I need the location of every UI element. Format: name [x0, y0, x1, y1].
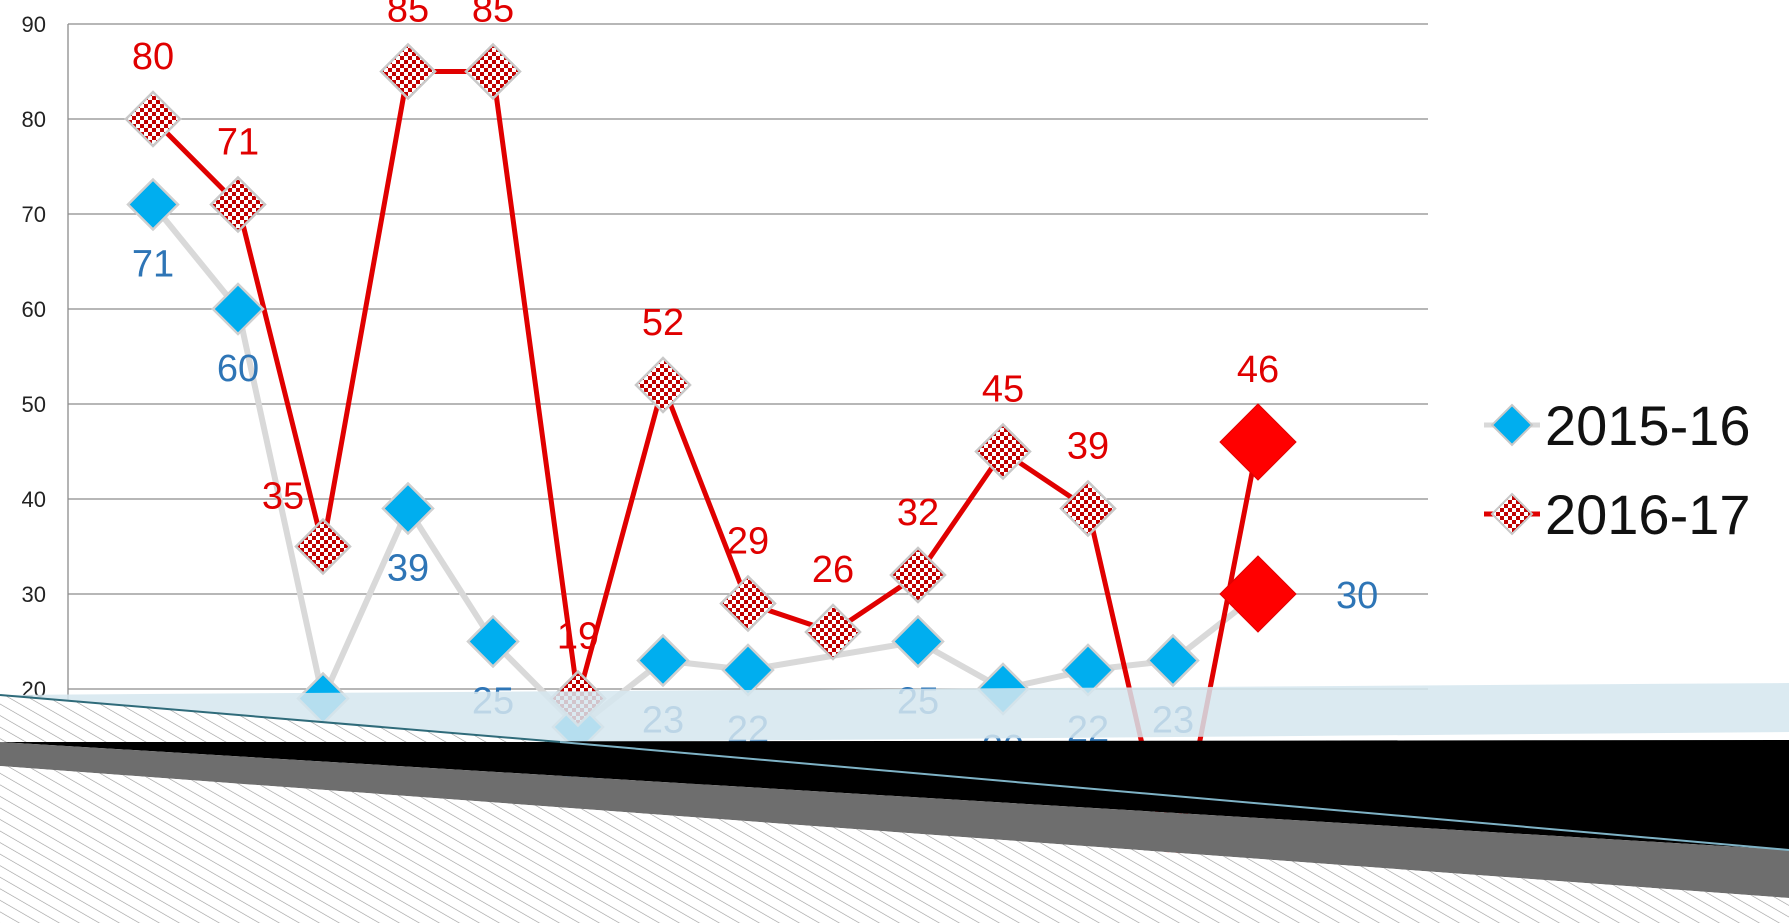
series-2015-16-point — [381, 481, 435, 536]
hatched-band-lower — [0, 766, 1789, 923]
y-tick-label: 30 — [22, 582, 46, 607]
series-2016-17-data-label: 45 — [982, 369, 1024, 411]
y-tick-label: 90 — [22, 12, 46, 37]
series-2016-17-data-label: 26 — [812, 549, 854, 591]
y-tick-label: 50 — [22, 392, 46, 417]
series-2016-17-point — [1219, 403, 1297, 481]
series-2015-16-point — [466, 614, 520, 669]
series-2016-17-point — [294, 517, 352, 576]
series-2016-17-data-label: 85 — [387, 0, 429, 31]
series-2015-16-point — [1061, 643, 1115, 697]
series-2016-17-point — [719, 574, 777, 633]
series-2015-16-data-label: 60 — [217, 348, 259, 390]
series-2016-17-data-label: 71 — [217, 122, 259, 164]
series-2015-16-data-label: 39 — [387, 548, 429, 590]
series-2016-17-point — [209, 175, 267, 234]
series-2016-17-data-label: 85 — [472, 0, 514, 31]
series-2015-16-data-label: 30 — [1336, 575, 1378, 617]
series-2015-16-point — [1146, 633, 1200, 688]
black-band — [0, 740, 1789, 850]
series-2015-16-point — [126, 177, 180, 232]
band-edge — [0, 694, 561, 743]
dark-gray-band — [0, 742, 1789, 898]
legend-label: 2016-17 — [1545, 483, 1751, 546]
series-2016-17-point — [634, 356, 692, 414]
series-2015-16-point — [891, 614, 945, 669]
series-2016-17-data-label: 46 — [1237, 349, 1279, 391]
legend-item-2016-17: 2016-17 — [1484, 483, 1751, 546]
series-2016-17-point — [889, 546, 947, 604]
y-tick-label: 70 — [22, 202, 46, 227]
series-2016-17-data-label: 35 — [262, 476, 304, 518]
series-2016-17-data-label: 80 — [132, 36, 174, 78]
legend-marker — [1490, 403, 1534, 447]
series-2016-17-data-label: 19 — [557, 616, 599, 658]
y-tick-label: 80 — [22, 107, 46, 132]
y-tick-label: 60 — [22, 297, 46, 322]
legend-marker — [1490, 492, 1534, 536]
series-2016-17-data-label: 29 — [727, 521, 769, 563]
series-2015-16-point — [721, 643, 775, 697]
series-2015-16-point — [211, 282, 265, 336]
series-2016-17-point — [974, 422, 1032, 481]
series-2016-17-point — [804, 603, 862, 661]
series-2016-17-point — [379, 42, 437, 101]
series-2016-17-point — [1059, 479, 1117, 538]
series-2016-17-point — [464, 42, 522, 101]
series-2016-17-data-label: 32 — [897, 492, 939, 534]
series-2016-17-point — [124, 90, 182, 148]
decorative-bands — [0, 683, 1789, 923]
series-2016-17-data-label: 39 — [1067, 426, 1109, 468]
series-2016-17-data-label: 52 — [642, 302, 684, 344]
light-blue-band — [0, 683, 1789, 742]
legend-item-2015-16: 2015-16 — [1484, 394, 1751, 457]
legend: 2015-16 2016-17 — [1484, 394, 1751, 546]
band-edge — [559, 741, 1789, 851]
legend-label: 2015-16 — [1545, 394, 1751, 457]
series-2015-16-point — [1219, 555, 1297, 633]
series-2015-16-point — [636, 633, 690, 688]
series-2015-16-data-label: 71 — [132, 244, 174, 286]
y-tick-label: 40 — [22, 487, 46, 512]
